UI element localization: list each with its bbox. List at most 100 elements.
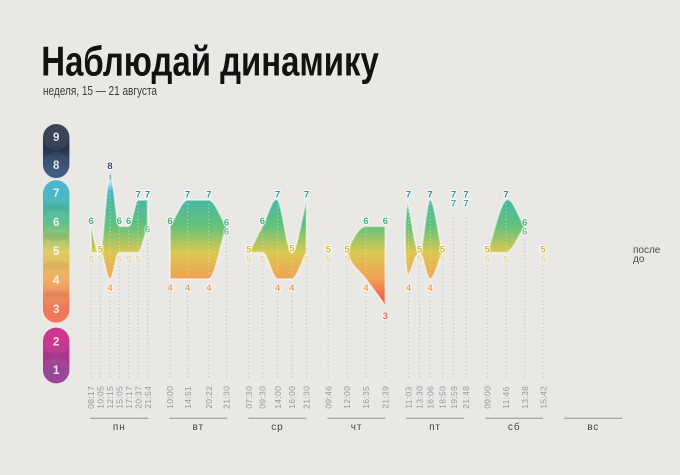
svg-text:5: 5: [136, 254, 142, 265]
svg-text:21:39: 21:39: [381, 386, 391, 409]
svg-text:6: 6: [522, 227, 527, 238]
svg-text:вс: вс: [587, 422, 599, 433]
svg-text:5: 5: [98, 254, 104, 265]
svg-text:6: 6: [117, 216, 122, 227]
svg-text:7: 7: [145, 189, 150, 200]
svg-text:7: 7: [427, 189, 432, 200]
svg-text:2: 2: [53, 337, 59, 349]
svg-text:09:30: 09:30: [258, 386, 268, 409]
svg-text:5: 5: [326, 244, 332, 255]
svg-text:5: 5: [289, 243, 295, 254]
svg-text:10:00: 10:00: [165, 386, 175, 409]
svg-text:7: 7: [275, 189, 280, 200]
svg-text:17:17: 17:17: [124, 386, 134, 409]
svg-text:6: 6: [522, 218, 527, 229]
svg-text:4: 4: [275, 283, 281, 294]
svg-text:1: 1: [53, 365, 60, 377]
svg-text:ср: ср: [271, 422, 283, 433]
svg-text:7: 7: [53, 188, 59, 200]
svg-text:8: 8: [107, 161, 113, 172]
svg-text:5: 5: [440, 254, 446, 265]
svg-text:08:17: 08:17: [86, 386, 96, 409]
svg-text:5: 5: [485, 254, 491, 265]
svg-text:4: 4: [363, 283, 369, 294]
svg-text:6: 6: [224, 227, 229, 238]
svg-text:5: 5: [246, 244, 252, 255]
svg-text:16:00: 16:00: [287, 386, 297, 409]
svg-text:16:06: 16:06: [425, 386, 435, 409]
svg-text:6: 6: [88, 216, 93, 227]
svg-text:4: 4: [206, 283, 212, 294]
svg-text:13:38: 13:38: [520, 386, 530, 409]
svg-text:4: 4: [406, 283, 412, 294]
svg-text:21:54: 21:54: [143, 386, 153, 409]
svg-text:21:30: 21:30: [222, 386, 232, 409]
svg-text:12:00: 12:00: [342, 386, 352, 409]
svg-text:6: 6: [126, 216, 131, 227]
svg-text:6: 6: [260, 216, 265, 227]
svg-text:5: 5: [503, 254, 509, 265]
svg-text:5: 5: [88, 254, 94, 265]
svg-text:6: 6: [383, 216, 388, 227]
svg-text:14:00: 14:00: [273, 386, 283, 409]
svg-text:7: 7: [463, 190, 468, 201]
svg-text:7: 7: [304, 189, 309, 200]
svg-text:9: 9: [53, 132, 59, 144]
svg-text:неделя, 15 — 21 августа: неделя, 15 — 21 августа: [43, 84, 157, 98]
svg-text:чт: чт: [351, 422, 363, 433]
svg-text:5: 5: [540, 254, 546, 265]
svg-text:5: 5: [344, 244, 350, 255]
svg-text:15:42: 15:42: [538, 386, 548, 409]
svg-text:19:59: 19:59: [449, 386, 459, 409]
svg-text:6: 6: [145, 225, 150, 236]
svg-text:5: 5: [260, 254, 266, 265]
svg-text:5: 5: [126, 254, 132, 265]
svg-text:8: 8: [53, 160, 60, 172]
svg-text:7: 7: [451, 199, 456, 210]
svg-text:09:46: 09:46: [323, 386, 333, 409]
svg-text:7: 7: [185, 189, 190, 200]
svg-text:пт: пт: [429, 422, 441, 433]
svg-text:21:30: 21:30: [302, 386, 312, 409]
svg-text:после: после: [633, 245, 661, 256]
svg-text:15:05: 15:05: [115, 386, 125, 409]
svg-text:6: 6: [363, 216, 368, 227]
svg-text:5: 5: [117, 254, 123, 265]
svg-text:5: 5: [98, 244, 104, 255]
svg-text:7: 7: [451, 190, 456, 201]
svg-text:10:05: 10:05: [96, 386, 106, 409]
svg-text:7: 7: [503, 189, 508, 200]
svg-text:7: 7: [406, 189, 411, 200]
svg-text:5: 5: [246, 254, 252, 265]
svg-text:5: 5: [326, 254, 332, 265]
svg-text:4: 4: [185, 283, 191, 294]
svg-text:07:30: 07:30: [244, 386, 254, 409]
svg-text:11:03: 11:03: [404, 386, 414, 408]
svg-text:3: 3: [53, 304, 59, 316]
svg-text:6: 6: [224, 218, 229, 229]
svg-text:20:37: 20:37: [133, 386, 143, 409]
svg-text:вт: вт: [193, 422, 204, 433]
svg-text:до: до: [633, 254, 645, 265]
svg-text:3: 3: [383, 311, 388, 322]
svg-text:16:35: 16:35: [361, 386, 371, 409]
svg-text:11:46: 11:46: [501, 386, 511, 408]
svg-text:7: 7: [463, 199, 468, 210]
svg-text:5: 5: [344, 254, 350, 265]
svg-text:4: 4: [289, 283, 295, 294]
svg-text:18:50: 18:50: [438, 386, 448, 409]
svg-text:13:30: 13:30: [415, 386, 425, 409]
svg-text:21:48: 21:48: [461, 386, 471, 409]
svg-text:6: 6: [53, 217, 59, 229]
svg-text:7: 7: [136, 189, 141, 200]
svg-text:7: 7: [206, 189, 211, 200]
svg-text:пн: пн: [113, 422, 126, 433]
svg-text:Наблюдай динамику: Наблюдай динамику: [41, 38, 379, 85]
svg-text:5: 5: [417, 254, 423, 265]
svg-text:6: 6: [167, 216, 172, 227]
svg-text:09:00: 09:00: [482, 386, 492, 409]
svg-text:20:22: 20:22: [204, 386, 214, 409]
svg-text:5: 5: [485, 244, 491, 255]
svg-text:5: 5: [540, 244, 546, 255]
svg-text:5: 5: [440, 244, 446, 255]
